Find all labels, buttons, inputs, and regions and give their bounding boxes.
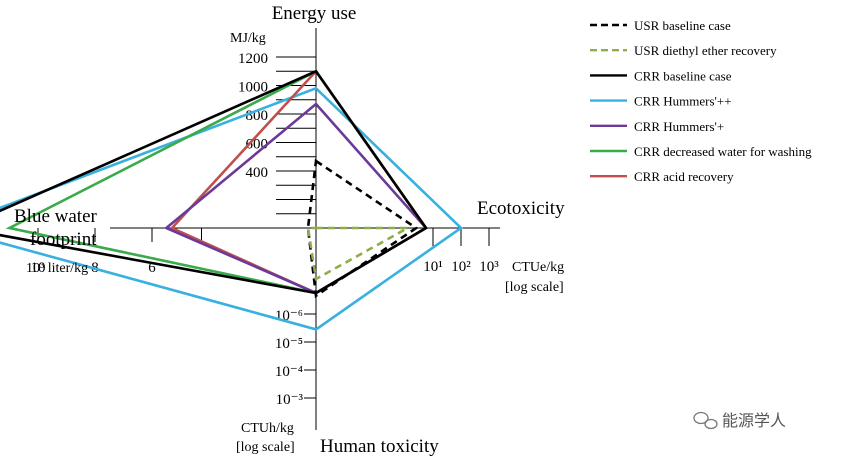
watermark-text: 能源学人 [722, 411, 786, 430]
series-crr-decreased-water-for-washing [5, 69, 428, 295]
axis-unit-energy: MJ/kg [230, 31, 266, 46]
legend-label: CRR Hummers'++ [634, 94, 732, 109]
tick-label-energy: 400 [246, 165, 269, 181]
axis-title-water-line2: footprint [30, 229, 97, 250]
legend-label: CRR decreased water for washing [634, 144, 812, 159]
axis-unit-note-human: [log scale] [236, 440, 295, 455]
series-crr-hummers- [0, 86, 464, 331]
legend-label: USR diethyl ether recovery [634, 43, 777, 58]
tick-label-human: 10⁻⁵ [275, 336, 303, 352]
tick-label-water: 10 [31, 260, 46, 276]
axis-unit-eco: CTUe/kg [512, 260, 564, 275]
axis-unit-water: 10³ liter/kg [26, 261, 88, 276]
series-layer [0, 69, 464, 331]
watermark: 能源学人 [693, 411, 786, 430]
tick-label-human: 10⁻³ [276, 392, 304, 408]
axis-title-eco: Ecotoxicity [477, 198, 565, 219]
axis-unit-human: CTUh/kg [241, 421, 294, 436]
axis-title-water-line1: Blue water [14, 206, 98, 227]
legend-label: CRR acid recovery [634, 169, 734, 184]
series-crr-acid-recovery [169, 69, 428, 295]
series-usr-baseline-case [306, 158, 419, 299]
wechat-icon [693, 411, 718, 430]
tick-label-water: 6 [148, 260, 156, 276]
axis-title-human: Human toxicity [320, 436, 439, 457]
axis-unit-note-eco: [log scale] [505, 280, 564, 295]
tick-label-human: 10⁻⁴ [275, 364, 303, 380]
legend-label: CRR Hummers'+ [634, 119, 724, 134]
tick-label-eco: 10¹ [423, 259, 443, 275]
legend-label: CRR baseline case [634, 68, 732, 83]
legend: USR baseline case USR diethyl ether recov… [590, 18, 812, 184]
tick-label-energy: 1000 [238, 80, 268, 96]
legend-label: USR baseline case [634, 18, 731, 33]
labels-layer: Energy use MJ/kg Ecotoxicity CTUe/kg [lo… [14, 3, 565, 457]
axis-title-energy: Energy use [272, 3, 357, 24]
tick-label-energy: 1200 [238, 51, 268, 67]
series-crr-hummers- [163, 102, 429, 295]
series-usr-diethyl-ether-recovery [306, 226, 413, 282]
tick-label-eco: 10³ [479, 259, 499, 275]
tick-label-eco: 10² [451, 259, 471, 275]
